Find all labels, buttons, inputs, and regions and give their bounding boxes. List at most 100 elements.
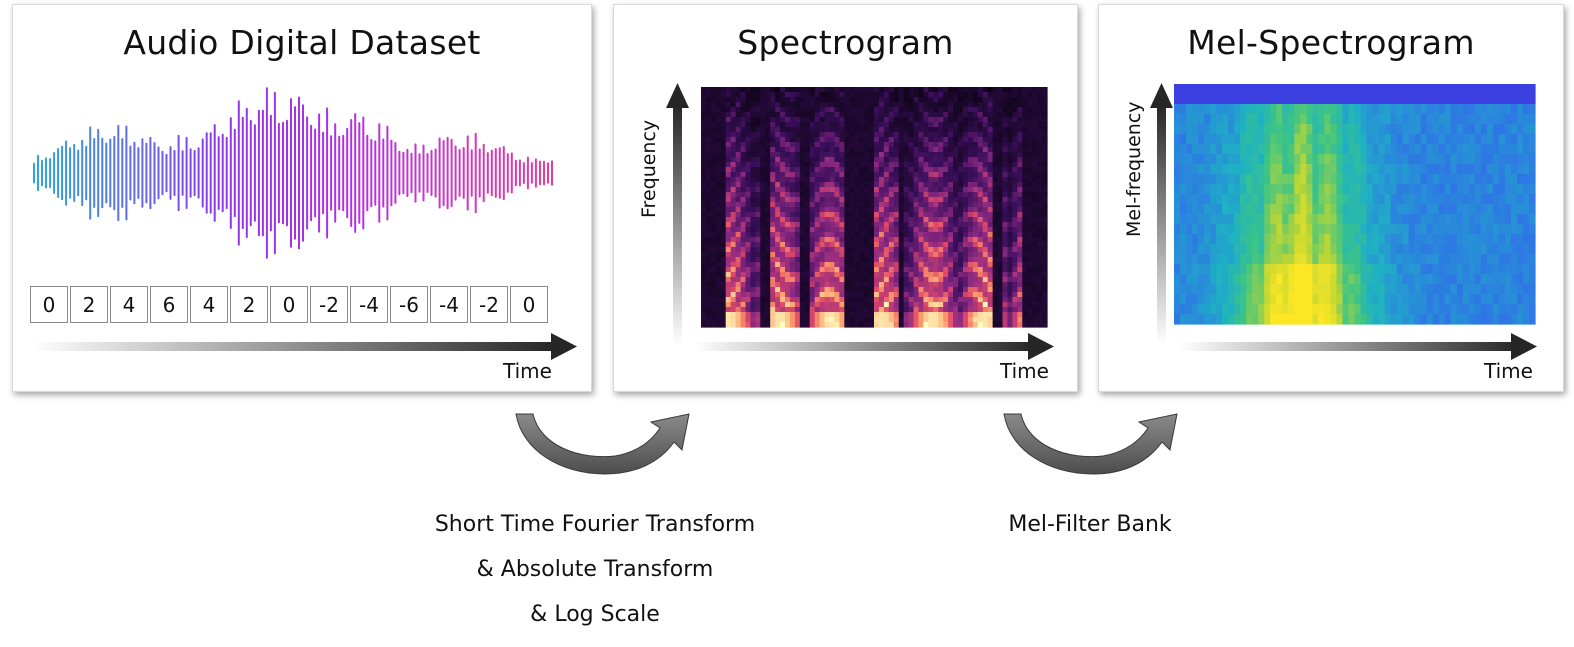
spectrogram-cell [864,112,870,118]
spectrogram-cell [849,307,855,313]
frequency-axis-arrow [666,83,689,345]
spectrogram-cell [760,157,766,163]
waveform-bar [378,123,380,222]
spectrogram-cell [854,262,860,268]
mel-spectrogram-cell [1198,314,1205,325]
mel-spectrogram-cell [1511,124,1518,135]
spectrogram-cell [820,217,826,223]
mel-spectrogram-cell [1367,174,1374,185]
mel-spectrogram-cell [1379,204,1386,215]
mel-spectrogram-cell [1198,184,1205,195]
mel-spectrogram-cell [1481,214,1488,225]
spectrogram-cell [998,102,1004,108]
mel-spectrogram-cell [1361,104,1368,115]
mel-spectrogram-cell [1282,314,1289,325]
spectrogram-cell [765,312,771,318]
spectrogram-cell [731,257,737,263]
mel-spectrogram-cell [1385,234,1392,245]
mel-spectrogram-cell [1421,184,1428,195]
mel-spectrogram-cell [1330,154,1337,165]
spectrogram-cell [899,87,905,93]
spectrogram-cell [745,162,751,168]
mel-spectrogram-cell [1174,84,1181,95]
spectrogram-cell [968,117,974,123]
mel-spectrogram-cell [1433,254,1440,265]
mel-spectrogram-cell [1361,264,1368,275]
spectrogram-cell [889,237,895,243]
mel-spectrogram-cell [1192,114,1199,125]
spectrogram-cell [755,132,761,138]
mel-spectrogram-cell [1276,174,1283,185]
mel-spectrogram-cell [1240,224,1247,235]
mel-spectrogram-cell [1222,274,1229,285]
spectrogram-cell [849,217,855,223]
mel-spectrogram-cell [1318,244,1325,255]
spectrogram-cell [1012,222,1018,228]
spectrogram-cell [889,102,895,108]
spectrogram-cell [760,87,766,93]
spectrogram-cell [879,197,885,203]
spectrogram-cell [914,322,920,328]
mel-spectrogram-cell [1300,184,1307,195]
spectrogram-cell [795,87,801,93]
spectrogram-cell [775,157,781,163]
spectrogram-cell [918,262,924,268]
spectrogram-cell [1027,177,1033,183]
spectrogram-cell [736,127,742,133]
spectrogram-cell [770,182,776,188]
spectrogram-cell [844,292,850,298]
spectrogram-cell [918,237,924,243]
mel-spectrogram-cell [1288,314,1295,325]
mel-spectrogram-cell [1246,244,1253,255]
spectrogram-cell [874,317,880,323]
spectrogram-cell [859,157,865,163]
spectrogram-cell [864,222,870,228]
spectrogram-cell [1027,202,1033,208]
spectrogram-cell [745,142,751,148]
spectrogram-cell [909,207,915,213]
spectrogram-cell [938,317,944,323]
mel-spectrogram-cell [1373,214,1380,225]
spectrogram-cell [780,117,786,123]
mel-spectrogram-cell [1433,294,1440,305]
spectrogram-cell [726,117,732,123]
spectrogram-cell [1017,312,1023,318]
spectrogram-cell [894,307,900,313]
waveform-bar [515,160,517,187]
spectrogram-cell [899,177,905,183]
mel-spectrogram-cell [1294,134,1301,145]
spectrogram-cell [849,207,855,213]
spectrogram-cell [745,102,751,108]
spectrogram-cell [701,267,707,273]
mel-spectrogram-cell [1373,114,1380,125]
spectrogram-cell [874,172,880,178]
spectrogram-cell [706,187,712,193]
spectrogram-cell [1032,267,1038,273]
stft-caption: Short Time Fourier Transform & Absolute … [410,502,780,637]
spectrogram-cell [820,97,826,103]
spectrogram-cell [1012,247,1018,253]
spectrogram-cell [874,142,880,148]
spectrogram-cell [854,182,860,188]
mel-spectrogram-cell [1210,114,1217,125]
spectrogram-cell [948,312,954,318]
spectrogram-cell [820,307,826,313]
spectrogram-cell [800,122,806,128]
spectrogram-cell [894,177,900,183]
spectrogram-cell [1037,307,1043,313]
mel-spectrogram-cell [1324,214,1331,225]
spectrogram-cell [904,187,910,193]
spectrogram-cell [810,257,816,263]
spectrogram-cell [963,277,969,283]
spectrogram-cell [1017,112,1023,118]
spectrogram-cell [1017,137,1023,143]
spectrogram-cell [716,282,722,288]
spectrogram-cell [1032,282,1038,288]
mel-spectrogram-cell [1523,174,1530,185]
spectrogram-cell [884,312,890,318]
waveform-bar [210,132,212,213]
spectrogram-cell [914,137,920,143]
spectrogram-cell [820,122,826,128]
waveform-bar [322,132,324,215]
spectrogram-cell [741,292,747,298]
